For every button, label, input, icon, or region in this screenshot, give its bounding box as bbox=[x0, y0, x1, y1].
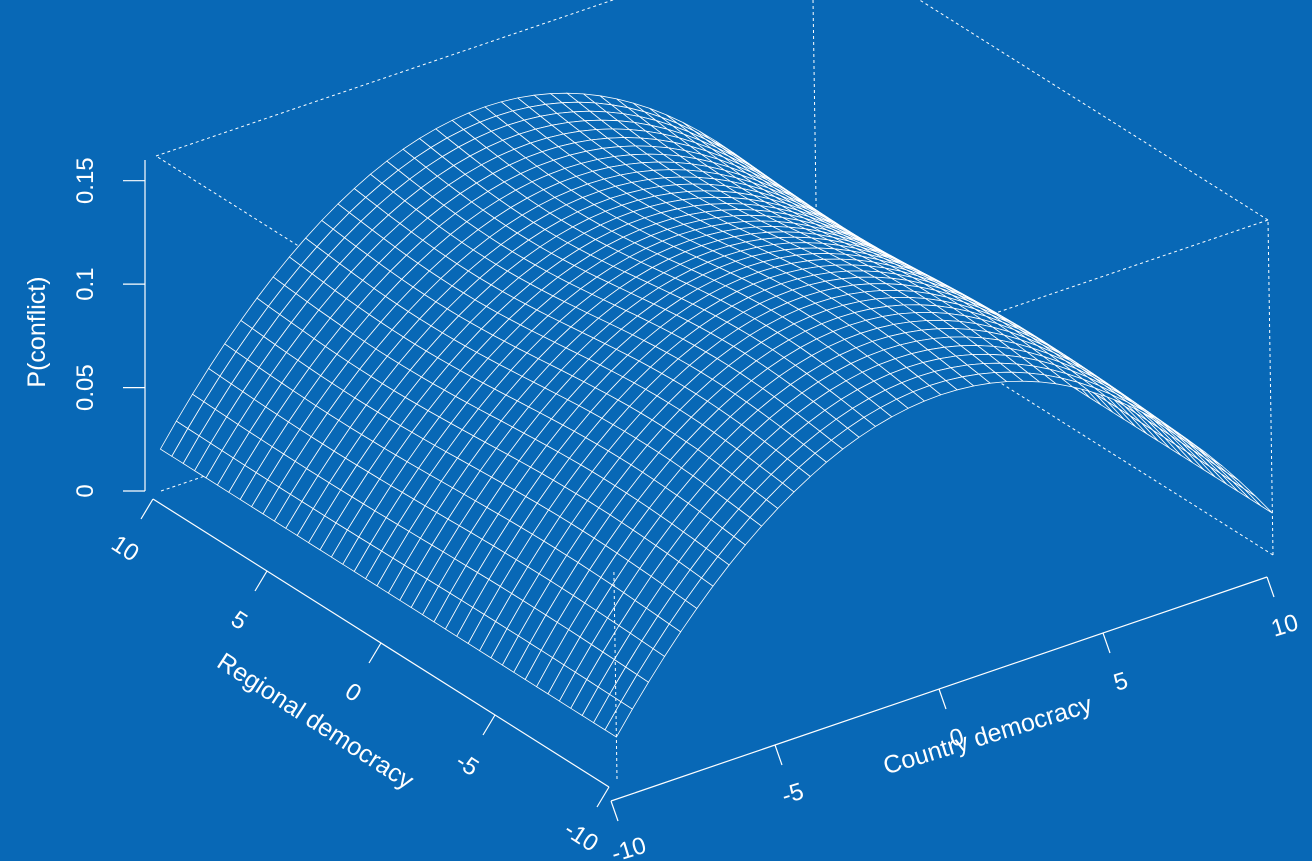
box-edge bbox=[613, 571, 618, 780]
z-tick-label: 0.05 bbox=[72, 364, 99, 411]
y-tick bbox=[482, 714, 496, 736]
x-tick-label: 10 bbox=[1268, 609, 1301, 643]
x-tick bbox=[1102, 632, 1111, 654]
box-edge bbox=[155, 0, 615, 157]
x-tick bbox=[938, 688, 947, 710]
z-axis-title: P(conflict) bbox=[23, 276, 51, 387]
y-tick bbox=[254, 570, 268, 592]
surface-mesh bbox=[159, 92, 1273, 738]
x-tick bbox=[774, 744, 783, 766]
z-tick-label: 0.15 bbox=[72, 157, 99, 204]
box-edge bbox=[1267, 219, 1274, 556]
surface-facet bbox=[1243, 488, 1273, 514]
y-tick-label: 0 bbox=[340, 678, 366, 708]
y-tick-label: 10 bbox=[107, 530, 144, 567]
x-axis-title: Country democracy bbox=[880, 690, 1096, 780]
y-tick-label: 5 bbox=[226, 606, 252, 636]
y-tick-label: -10 bbox=[559, 816, 603, 858]
z-tick-label: 0.1 bbox=[72, 267, 99, 300]
bounding-box-front bbox=[613, 219, 1274, 780]
x-tick bbox=[610, 800, 619, 822]
box-edge bbox=[918, 0, 1269, 221]
y-tick bbox=[140, 498, 154, 520]
z-tick-label: 0 bbox=[72, 484, 99, 497]
x-tick-label: -10 bbox=[608, 832, 649, 861]
y-tick bbox=[368, 642, 382, 664]
y-tick-label: -5 bbox=[451, 748, 484, 782]
x-tick-label: 5 bbox=[1110, 667, 1131, 697]
y-axis-title: Regional democracy bbox=[212, 647, 419, 795]
surface-facet bbox=[1232, 481, 1262, 507]
x-tick bbox=[1266, 576, 1275, 598]
y-tick bbox=[596, 786, 610, 808]
x-tick-label: -5 bbox=[779, 778, 807, 810]
